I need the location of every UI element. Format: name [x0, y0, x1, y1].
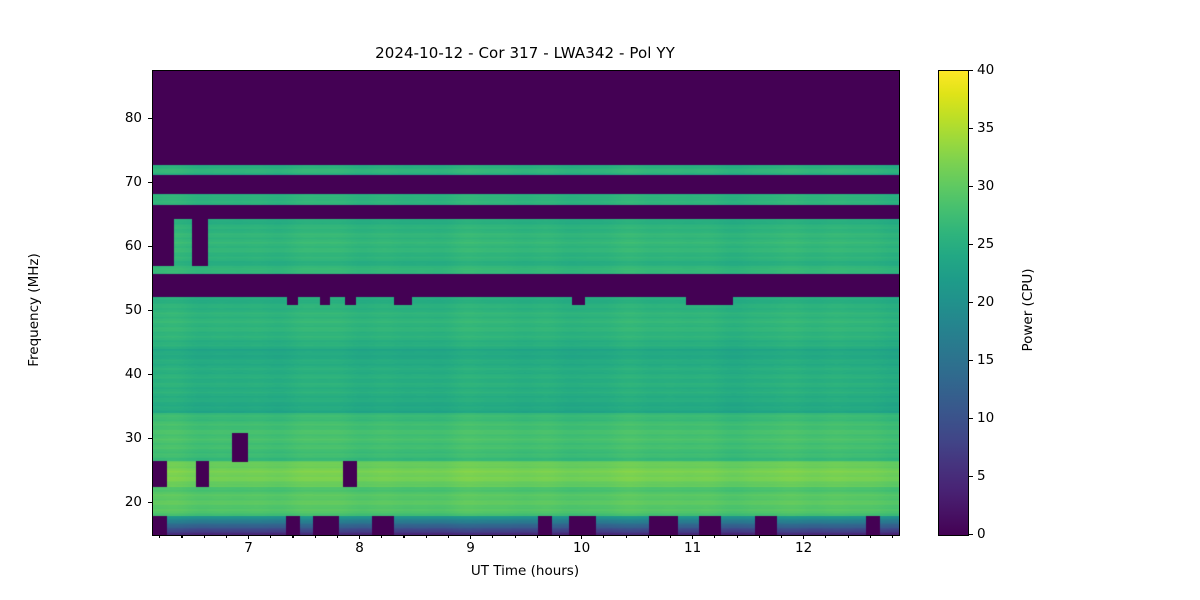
x-minor-tick-mark: [603, 535, 605, 538]
y-tick-mark: [148, 437, 152, 439]
x-minor-tick-mark: [159, 535, 161, 538]
y-tick-label: 30: [124, 430, 142, 446]
colorbar-tick-mark: [969, 127, 973, 129]
colorbar-tick-mark: [969, 359, 973, 361]
x-tick-mark: [470, 535, 472, 539]
y-tick-label: 50: [124, 302, 142, 318]
x-minor-tick-mark: [558, 535, 560, 538]
x-tick-mark: [248, 535, 250, 539]
x-tick-label: 11: [684, 540, 702, 556]
x-minor-tick-mark: [425, 535, 427, 538]
y-axis-label: Frequency (MHz): [26, 253, 42, 367]
x-minor-tick-mark: [736, 535, 738, 538]
colorbar-tick-label: 25: [977, 236, 995, 252]
y-tick-label: 20: [124, 494, 142, 510]
colorbar-tick-label: 35: [977, 120, 995, 136]
x-tick-label: 12: [795, 540, 813, 556]
x-minor-tick-mark: [647, 535, 649, 538]
x-minor-tick-mark: [514, 535, 516, 538]
x-tick-label: 10: [573, 540, 591, 556]
x-tick-mark: [692, 535, 694, 539]
x-tick-mark: [359, 535, 361, 539]
x-minor-tick-mark: [447, 535, 449, 538]
x-minor-tick-mark: [847, 535, 849, 538]
x-tick-label: 7: [244, 540, 253, 556]
x-minor-tick-mark: [780, 535, 783, 538]
y-tick-mark: [148, 373, 152, 375]
x-minor-tick-mark: [758, 535, 760, 538]
x-minor-tick-mark: [403, 535, 405, 538]
colorbar-tick-label: 40: [977, 62, 995, 78]
x-minor-tick-mark: [292, 535, 294, 538]
y-tick-label: 60: [124, 238, 142, 254]
colorbar-tick-label: 15: [977, 352, 995, 368]
x-minor-tick-mark: [492, 535, 494, 538]
y-tick-mark: [148, 245, 152, 247]
colorbar-tick-mark: [969, 185, 973, 187]
x-tick-mark: [581, 535, 583, 539]
y-tick-label: 80: [124, 110, 142, 126]
colorbar-tick-mark: [969, 417, 973, 419]
colorbar-tick-label: 20: [977, 294, 995, 310]
y-tick-mark: [148, 309, 152, 311]
page-title: 2024-10-12 - Cor 317 - LWA342 - Pol YY: [375, 44, 675, 62]
colorbar-tick-label: 30: [977, 178, 995, 194]
x-minor-tick-mark: [714, 535, 716, 538]
y-tick-mark: [148, 181, 152, 183]
colorbar-tick-mark: [969, 533, 973, 535]
x-minor-tick-mark: [336, 535, 338, 538]
colorbar-tick-label: 0: [977, 526, 986, 542]
y-tick-mark: [148, 501, 152, 503]
x-minor-tick-mark: [536, 535, 538, 538]
x-axis-label: UT Time (hours): [470, 563, 580, 579]
colorbar-label: Power (CPU): [1020, 268, 1036, 352]
x-minor-tick-mark: [869, 535, 871, 538]
colorbar-tick-mark: [969, 475, 973, 477]
x-minor-tick-mark: [270, 535, 272, 538]
colorbar-tick-label: 10: [977, 410, 995, 426]
colorbar-tick-mark: [969, 243, 973, 245]
x-tick-label: 9: [466, 540, 475, 556]
x-minor-tick-mark: [625, 535, 627, 538]
x-tick-mark: [803, 535, 805, 539]
colorbar-gradient: [939, 71, 968, 535]
y-tick-label: 70: [124, 174, 142, 190]
x-minor-tick-mark: [825, 535, 827, 538]
y-tick-mark: [148, 117, 152, 119]
colorbar-tick-mark: [969, 301, 973, 303]
colorbar-tick-mark: [969, 69, 973, 71]
x-minor-tick-mark: [314, 535, 316, 538]
x-minor-tick-mark: [381, 535, 383, 538]
x-minor-tick-mark: [181, 535, 183, 538]
x-minor-tick-mark: [203, 535, 205, 538]
x-minor-tick-mark: [669, 535, 672, 538]
colorbar-tick-label: 5: [977, 468, 986, 484]
x-minor-tick-mark: [225, 535, 227, 538]
x-minor-tick-mark: [891, 535, 894, 538]
spectrogram-axes[interactable]: [152, 70, 900, 536]
y-tick-label: 40: [124, 366, 142, 382]
x-tick-label: 8: [355, 540, 364, 556]
spectrogram-heatmap: [153, 71, 899, 535]
colorbar-axes[interactable]: [938, 70, 969, 536]
